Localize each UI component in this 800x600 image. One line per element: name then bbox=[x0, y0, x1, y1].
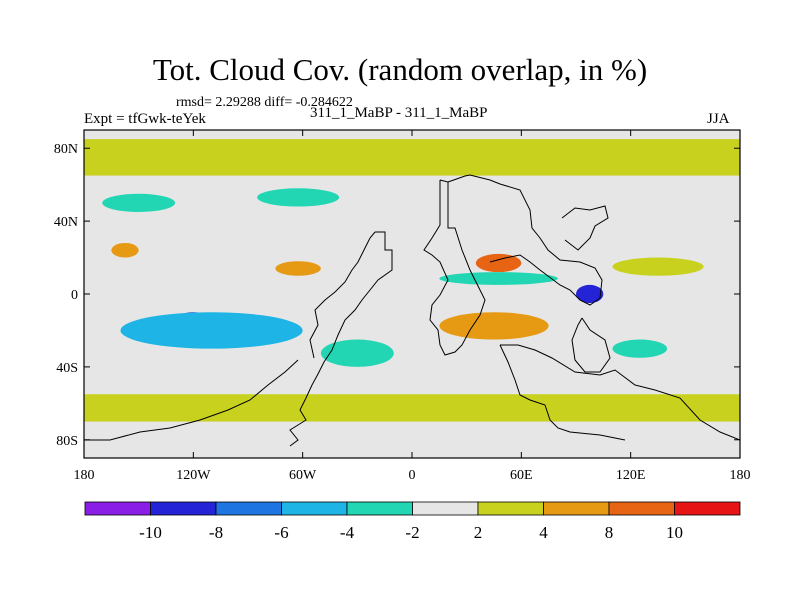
colorbar-label: 10 bbox=[666, 523, 683, 542]
y-tick-label: 80S bbox=[56, 434, 78, 449]
comparison-label: 311_1_MaBP - 311_1_MaBP bbox=[310, 105, 488, 121]
x-tick-label: 120E bbox=[616, 468, 646, 483]
colorbar-swatch bbox=[84, 501, 151, 516]
colorbar: -10 -8 -6 -4 -2 2 4 8 10 bbox=[84, 501, 741, 542]
coastline-asia bbox=[447, 174, 603, 306]
colorbar-label: -10 bbox=[139, 523, 162, 542]
axis-ticks: 180 120W 60W 0 60E 120E 180 80N 40N 0 40S 80S bbox=[54, 130, 751, 483]
coastline-east-asia bbox=[561, 205, 609, 251]
x-tick-label: 120W bbox=[176, 468, 211, 483]
colorbar-swatch bbox=[215, 501, 282, 516]
colorbar-swatch bbox=[543, 501, 610, 516]
y-tick-label: 40S bbox=[56, 361, 78, 376]
colorbar-label: 8 bbox=[605, 523, 614, 542]
anomaly-10 bbox=[576, 284, 604, 304]
anomaly-0 bbox=[84, 139, 740, 176]
colorbar-swatch bbox=[608, 501, 675, 516]
coastline-australia bbox=[571, 317, 611, 373]
x-tick-label: 60E bbox=[510, 468, 533, 483]
coastline-southeast bbox=[499, 344, 740, 441]
coastline-layer bbox=[84, 174, 740, 447]
anomaly-7 bbox=[475, 253, 522, 273]
anomaly-13 bbox=[320, 339, 394, 367]
anomaly-2 bbox=[257, 188, 340, 207]
anomaly-11 bbox=[612, 257, 704, 276]
colorbar-swatch bbox=[346, 501, 413, 516]
colorbar-swatch bbox=[281, 501, 348, 516]
anomaly-layer bbox=[84, 139, 740, 422]
colorbar-swatch bbox=[674, 501, 741, 516]
colorbar-label: -4 bbox=[340, 523, 355, 542]
colorbar-swatch bbox=[150, 501, 217, 516]
anomaly-12 bbox=[612, 339, 668, 358]
y-tick-label: 40N bbox=[54, 215, 78, 230]
colorbar-label: -6 bbox=[274, 523, 288, 542]
experiment-label: Expt = tfGwk-teYek bbox=[84, 111, 206, 127]
x-tick-label: 60W bbox=[289, 468, 317, 483]
colorbar-label: -8 bbox=[209, 523, 223, 542]
stats-text: rmsd= 2.29288 diff= -0.284622 bbox=[176, 95, 353, 110]
anomaly-1 bbox=[102, 193, 176, 212]
season-label: JJA bbox=[707, 111, 730, 127]
anomaly-9 bbox=[439, 312, 549, 340]
anomaly-8 bbox=[439, 272, 558, 285]
x-tick-label: 180 bbox=[730, 468, 751, 483]
chart-title: Tot. Cloud Cov. (random overlap, in %) bbox=[152, 52, 648, 87]
colorbar-label: 2 bbox=[474, 523, 483, 542]
coastline-south-america-tip bbox=[84, 359, 299, 441]
colorbar-label: -2 bbox=[405, 523, 419, 542]
colorbar-swatch bbox=[412, 501, 479, 516]
anomaly-4 bbox=[275, 261, 321, 276]
coastline-americas bbox=[289, 231, 393, 447]
colorbar-label: 4 bbox=[539, 523, 548, 542]
coastline-africa bbox=[423, 179, 486, 356]
anomaly-14 bbox=[84, 394, 740, 422]
anomaly-6 bbox=[120, 312, 303, 349]
y-tick-label: 80N bbox=[54, 142, 78, 157]
x-tick-label: 180 bbox=[74, 468, 95, 483]
colorbar-swatch bbox=[477, 501, 544, 516]
y-tick-label: 0 bbox=[71, 288, 78, 303]
x-tick-label: 0 bbox=[409, 468, 416, 483]
anomaly-3 bbox=[111, 242, 139, 258]
